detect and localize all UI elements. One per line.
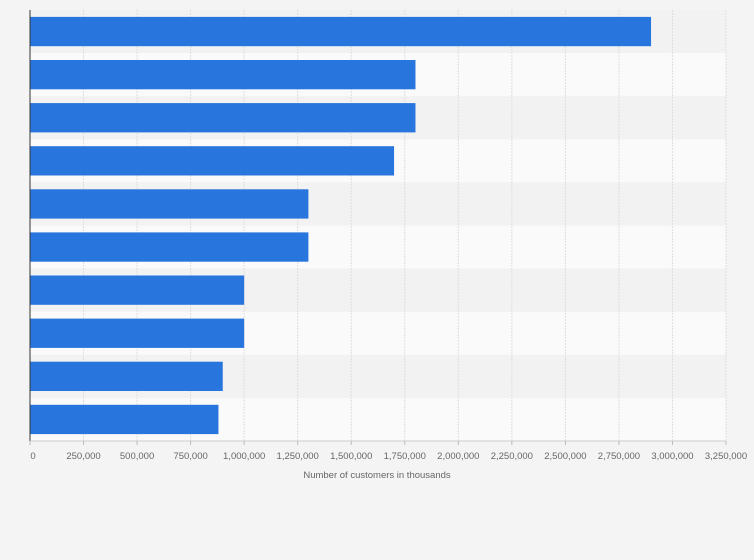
bars: [30, 16, 652, 435]
x-tick-label: 2,000,000: [437, 451, 479, 462]
x-tick-label: 3,000,000: [651, 451, 693, 462]
x-tick-label: 250,000: [66, 451, 100, 462]
x-tick-label: 1,750,000: [384, 451, 426, 462]
x-tick-labels: 0 250,000 500,000 750,000 1,000,000 1,250,000…: [29, 441, 747, 462]
x-tick-label: 1,000,000: [223, 451, 265, 462]
x-tick-label: 1,500,000: [330, 451, 372, 462]
x-tick-label: 0: [30, 451, 35, 462]
bar[interactable]: [30, 275, 245, 305]
x-tick-label: 2,750,000: [598, 451, 640, 462]
bar[interactable]: [30, 404, 219, 435]
x-tick-label: 2,500,000: [544, 451, 586, 462]
bar[interactable]: [30, 361, 223, 392]
axes: [29, 10, 726, 442]
bar[interactable]: [30, 232, 309, 262]
bar[interactable]: [30, 16, 652, 47]
bar[interactable]: [30, 189, 309, 219]
bar[interactable]: [30, 59, 416, 90]
x-tick-label: 3,250,000: [705, 451, 747, 462]
bar[interactable]: [30, 103, 416, 133]
bar[interactable]: [30, 146, 395, 176]
bar[interactable]: [30, 318, 245, 348]
x-tick-label: 1,250,000: [277, 451, 319, 462]
x-tick-label: 750,000: [173, 451, 207, 462]
x-tick-label: 2,250,000: [491, 451, 533, 462]
x-axis-title: Number of customers in thousands: [303, 470, 451, 481]
x-tick-label: 500,000: [120, 451, 154, 462]
